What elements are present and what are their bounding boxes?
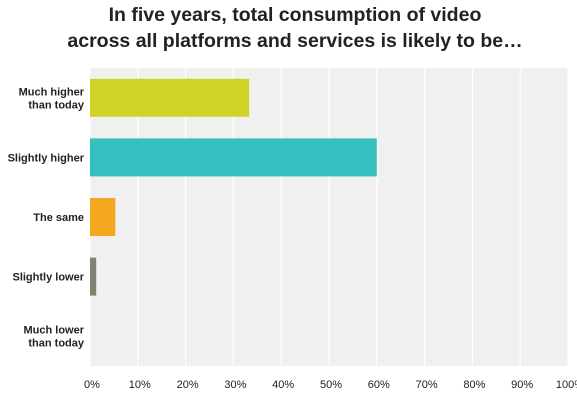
bar [90, 138, 377, 177]
x-tick-label: 50% [320, 379, 342, 391]
bar [90, 257, 97, 296]
gridlines [89, 68, 569, 366]
bars [90, 78, 377, 296]
x-tick-label: 10% [129, 379, 151, 391]
x-tick-label: 20% [177, 379, 199, 391]
x-tick-label: 60% [368, 379, 390, 391]
bar [90, 78, 250, 117]
category-label: Much lower than today [23, 325, 84, 350]
bar [90, 198, 116, 236]
x-tick-label: 100% [556, 379, 577, 391]
category-label: Much higher than today [19, 86, 85, 111]
x-tick-label: 0% [84, 379, 100, 391]
x-tick-label: 70% [416, 379, 438, 391]
x-tick-label: 80% [463, 379, 485, 391]
category-label: Slightly lower [12, 272, 84, 284]
chart-title-line-2: across all platforms and services is lik… [67, 30, 523, 52]
x-tick-labels: 0% 10% 20% 30% 40% 50% 60% 70% 80% 90% 100% [84, 379, 577, 391]
category-labels: Much higher than today Slightly higher The … [8, 86, 85, 349]
x-tick-label: 90% [511, 379, 533, 391]
x-tick-label: 30% [224, 379, 246, 391]
x-tick-label: 40% [272, 379, 294, 391]
category-label: Slightly higher [8, 152, 85, 164]
chart-title-line-1: In five years, total consumption of vide… [108, 4, 482, 26]
chart-title: In five years, total consumption of vide… [20, 2, 570, 54]
category-label: The same [33, 212, 84, 224]
